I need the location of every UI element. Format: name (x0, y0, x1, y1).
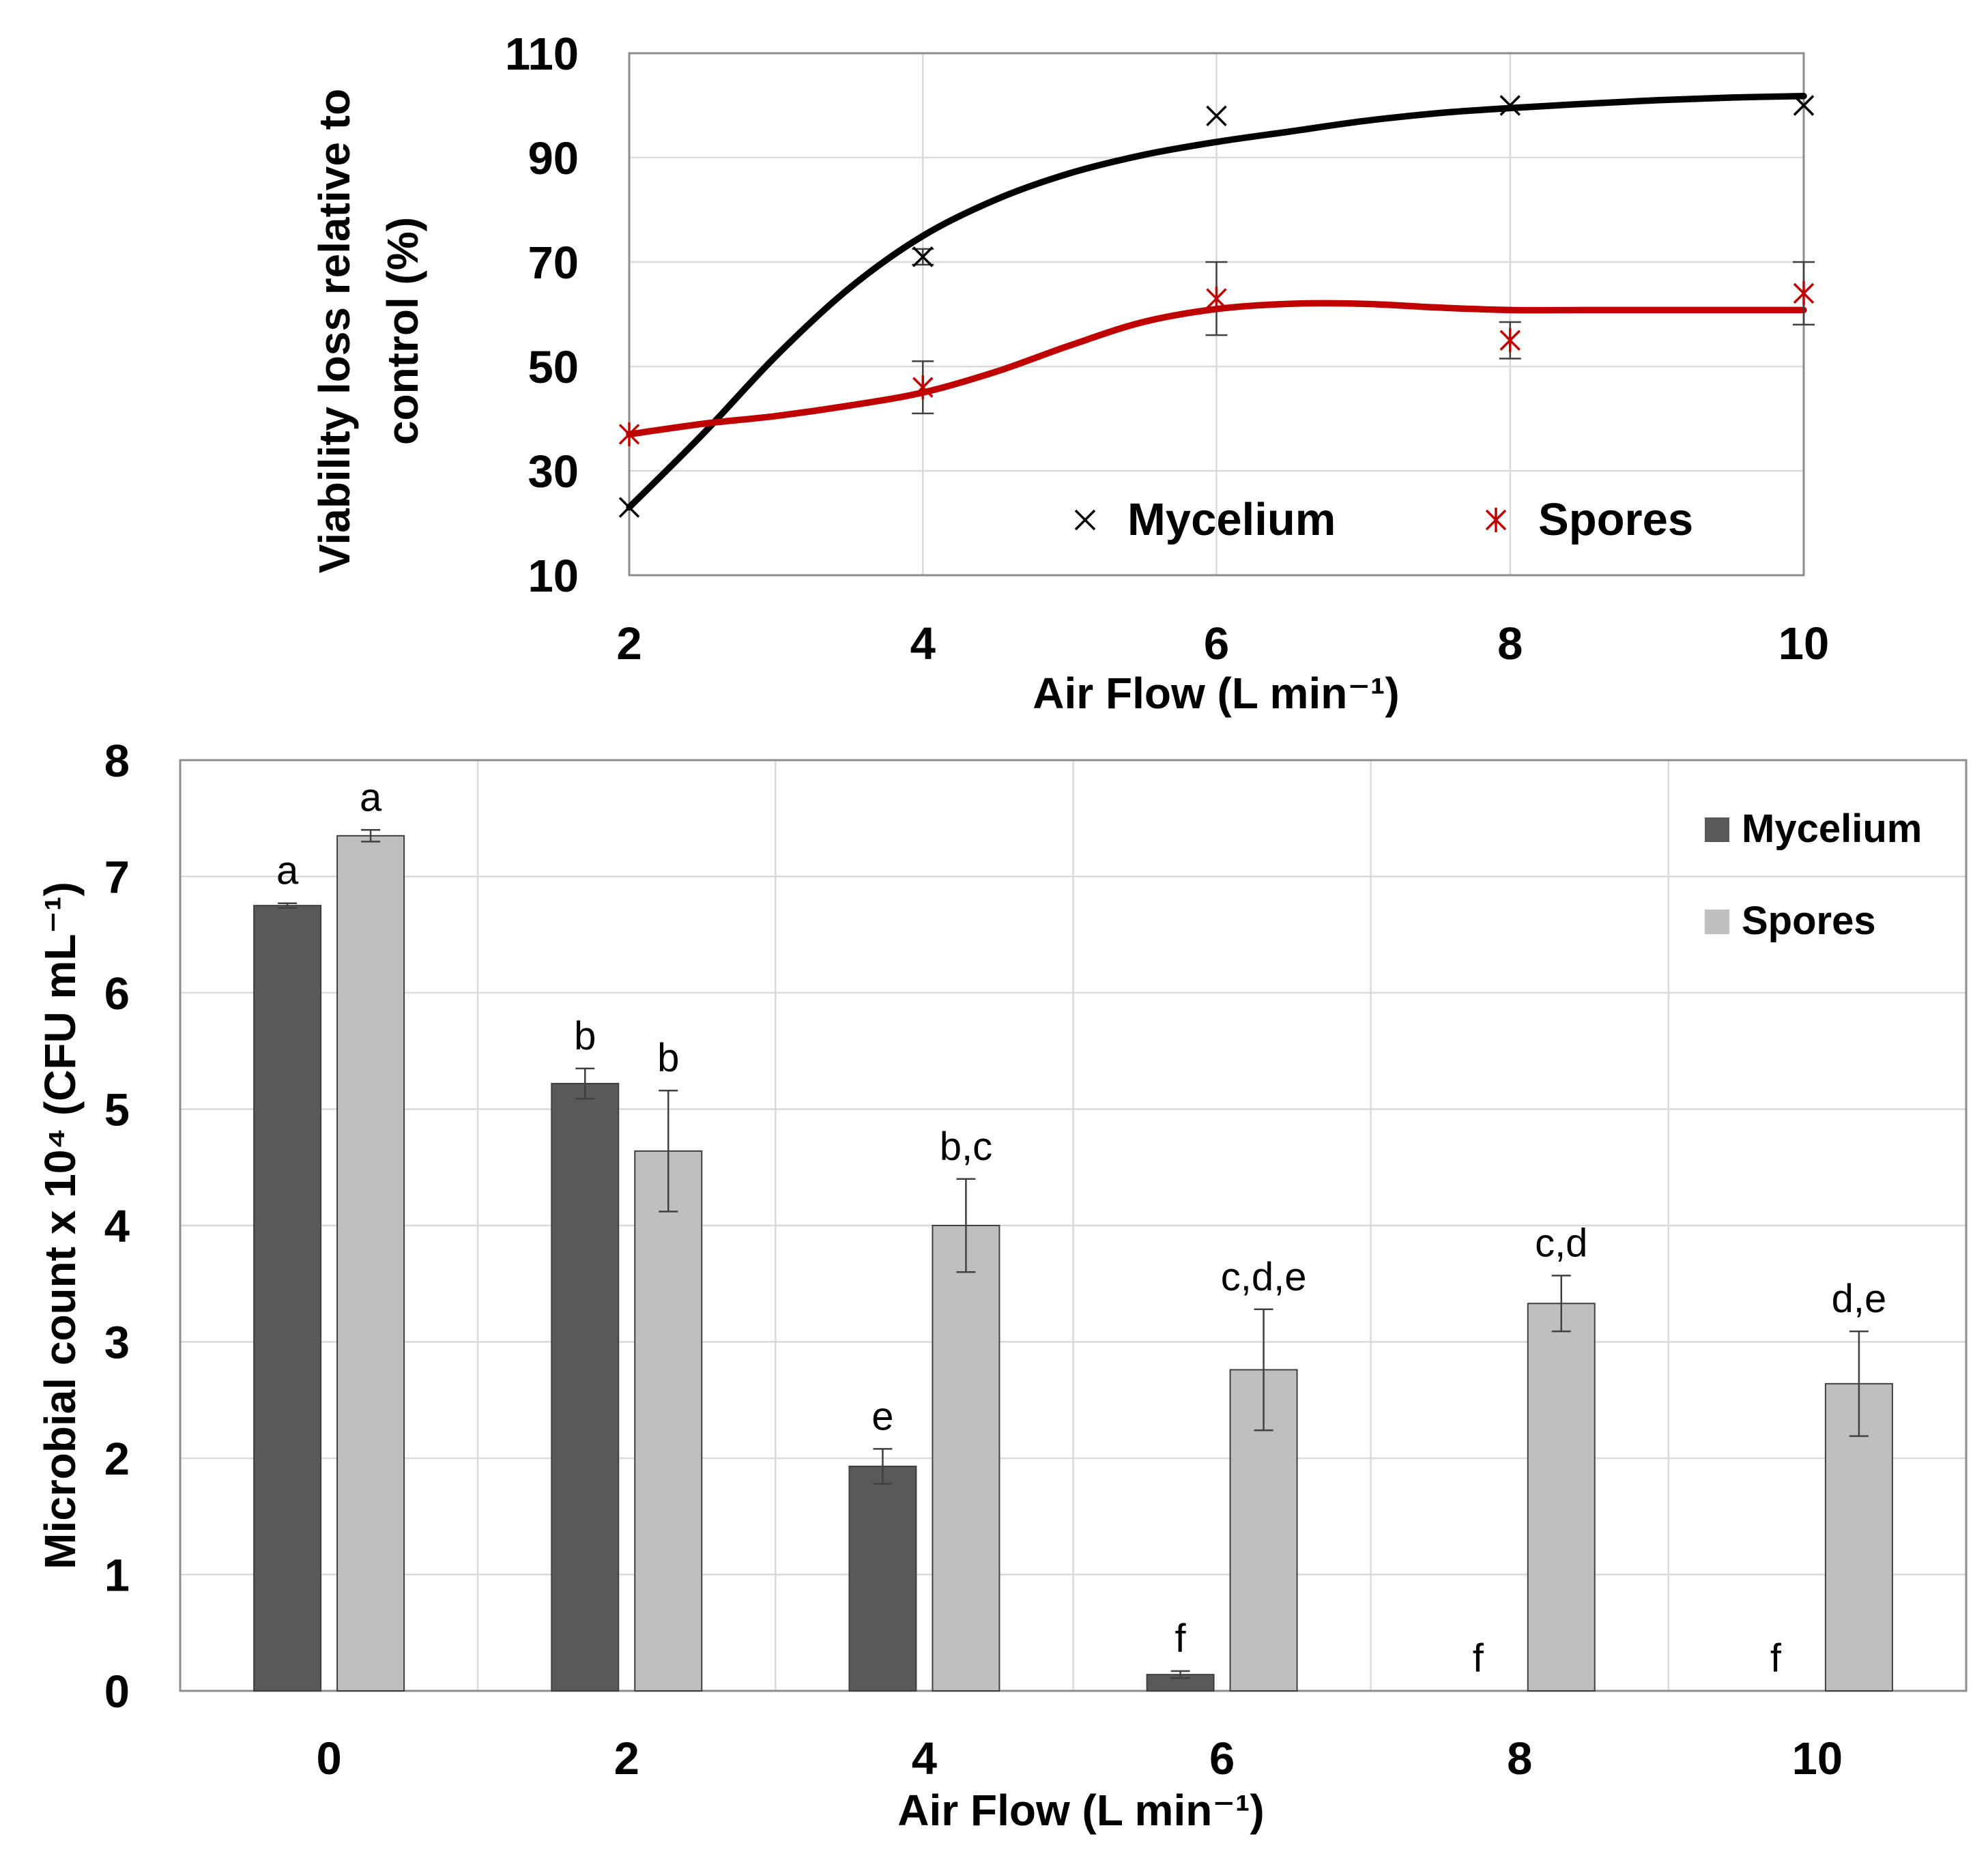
top-y-tick-label: 30 (528, 446, 579, 497)
bottom-chart-x-axis-label: Air Flow (L min⁻¹) (897, 1786, 1264, 1835)
bottom-y-tick-label: 5 (104, 1085, 130, 1136)
data-point-mycelium (1793, 95, 1815, 116)
bottom-y-tick-label: 3 (104, 1318, 130, 1369)
bar-mycelium-2 (551, 1082, 620, 1692)
data-point-mycelium (912, 246, 934, 267)
data-point-mycelium-stroke (618, 497, 640, 518)
bar-spores-8 (1527, 1303, 1596, 1692)
data-point-mycelium (1206, 105, 1227, 127)
top-y-tick-label: 50 (528, 342, 579, 393)
top-chart-data-points (618, 95, 1815, 518)
bottom-chart-legend: Mycelium Spores (1705, 807, 1922, 943)
legend-label-spores: Spores (1538, 494, 1693, 545)
data-point-spores (1206, 287, 1227, 311)
bottom-y-tick-label: 2 (104, 1434, 130, 1485)
bottom-chart-x-tick-labels: 0 2 4 6 8 10 (316, 1733, 1843, 1784)
line-chart-viability-loss: 10 30 50 70 90 110 2 4 6 8 10 Viability loss rela… (310, 29, 1829, 718)
data-point-mycelium-stroke (912, 246, 934, 267)
significance-letter: c,d,e (1221, 1255, 1307, 1299)
bottom-y-tick-label: 4 (104, 1201, 130, 1252)
fit-curve-mycelium (626, 92, 1807, 511)
bar-spores-0 (336, 835, 405, 1692)
data-point-spores (1499, 328, 1521, 353)
significance-letter: c,d (1535, 1221, 1587, 1265)
bottom-x-tick-label: 2 (614, 1733, 639, 1784)
bottom-chart-significance-letters: a a b b e b,c f c,d,e f c,d f d,e (276, 775, 1886, 1681)
top-y-tick-label: 10 (528, 551, 579, 602)
top-x-tick-label: 2 (616, 618, 642, 669)
top-chart-x-axis-label: Air Flow (L min⁻¹) (1033, 669, 1399, 718)
bar-chart-microbial-count: a a b b e b,c f c,d,e f c,d f d,e 0 1 2 3 4 5 6 7 8 0 2 4 6 8 10… (35, 736, 1968, 1835)
legend-marker-mycelium-x (1074, 509, 1096, 531)
top-x-tick-label: 4 (910, 618, 936, 669)
bottom-x-tick-label: 8 (1507, 1733, 1532, 1784)
top-x-tick-label: 8 (1497, 618, 1523, 669)
top-y-tick-label: 110 (505, 29, 579, 80)
bottom-y-tick-label: 8 (104, 736, 130, 787)
bottom-chart-error-bars (278, 829, 1869, 1679)
legend-label-mycelium: Mycelium (1127, 494, 1336, 545)
data-point-spores (912, 375, 934, 400)
bar-mycelium-4 (848, 1465, 917, 1692)
bottom-x-tick-label: 6 (1209, 1733, 1235, 1784)
significance-letter: f (1473, 1636, 1484, 1681)
significance-letter: d,e (1832, 1277, 1887, 1321)
legend-swatch-spores (1705, 910, 1729, 934)
bar-mycelium-0 (253, 905, 322, 1692)
bottom-y-tick-label: 0 (104, 1666, 130, 1717)
data-point-spores (618, 422, 640, 446)
legend-label-mycelium: Mycelium (1742, 807, 1922, 851)
data-point-spores (1793, 281, 1815, 306)
top-x-tick-label: 6 (1204, 618, 1229, 669)
bottom-chart-y-axis-label: Microbial count x 10⁴ (CFU mL⁻¹) (35, 882, 85, 1569)
bottom-chart-y-tick-labels: 0 1 2 3 4 5 6 7 8 (104, 736, 130, 1717)
bottom-x-tick-label: 0 (316, 1733, 341, 1784)
data-point-mycelium (1499, 95, 1521, 116)
significance-letter: b (657, 1036, 679, 1080)
top-y-tick-label: 70 (528, 237, 579, 289)
top-chart-y-tick-labels: 10 30 50 70 90 110 (505, 29, 579, 602)
significance-letter: b (574, 1014, 596, 1058)
data-point-mycelium (618, 497, 640, 518)
bottom-chart-gridlines (180, 759, 1966, 1692)
bottom-y-tick-label: 7 (104, 852, 130, 903)
bottom-y-tick-label: 6 (104, 968, 130, 1019)
legend-x-stroke (1074, 509, 1096, 531)
significance-letter: e (871, 1394, 893, 1438)
top-chart-legend: Mycelium Spores (1074, 494, 1693, 545)
significance-letter: a (360, 775, 382, 820)
top-x-tick-label: 10 (1778, 618, 1830, 669)
significance-letter: f (1175, 1616, 1187, 1661)
legend-label-spores: Spores (1742, 899, 1876, 943)
bottom-x-tick-label: 10 (1792, 1733, 1843, 1784)
top-y-tick-label: 90 (528, 133, 579, 184)
bar-spores-2 (634, 1150, 703, 1692)
data-point-mycelium-stroke (1206, 105, 1227, 127)
legend-marker-spores-star (1485, 508, 1507, 532)
top-chart-y-axis-label-line-2: control (%) (378, 217, 427, 445)
data-point-mycelium-stroke (1499, 95, 1521, 116)
significance-letter: a (276, 849, 299, 893)
data-point-mycelium-stroke (1793, 95, 1815, 116)
bar-spores-4 (932, 1225, 1000, 1692)
bottom-chart-plot-frame (179, 759, 1968, 1692)
significance-letter: b,c (940, 1125, 992, 1169)
significance-letter: f (1770, 1636, 1782, 1681)
bottom-chart-bars (253, 835, 1893, 1692)
top-chart-x-tick-labels: 2 4 6 8 10 (616, 618, 1829, 669)
bottom-x-tick-label: 4 (912, 1733, 937, 1784)
legend-swatch-mycelium (1705, 817, 1729, 842)
top-chart-y-axis-label-line-1: Viability loss relative to (310, 89, 359, 573)
bottom-y-tick-label: 1 (104, 1550, 130, 1601)
